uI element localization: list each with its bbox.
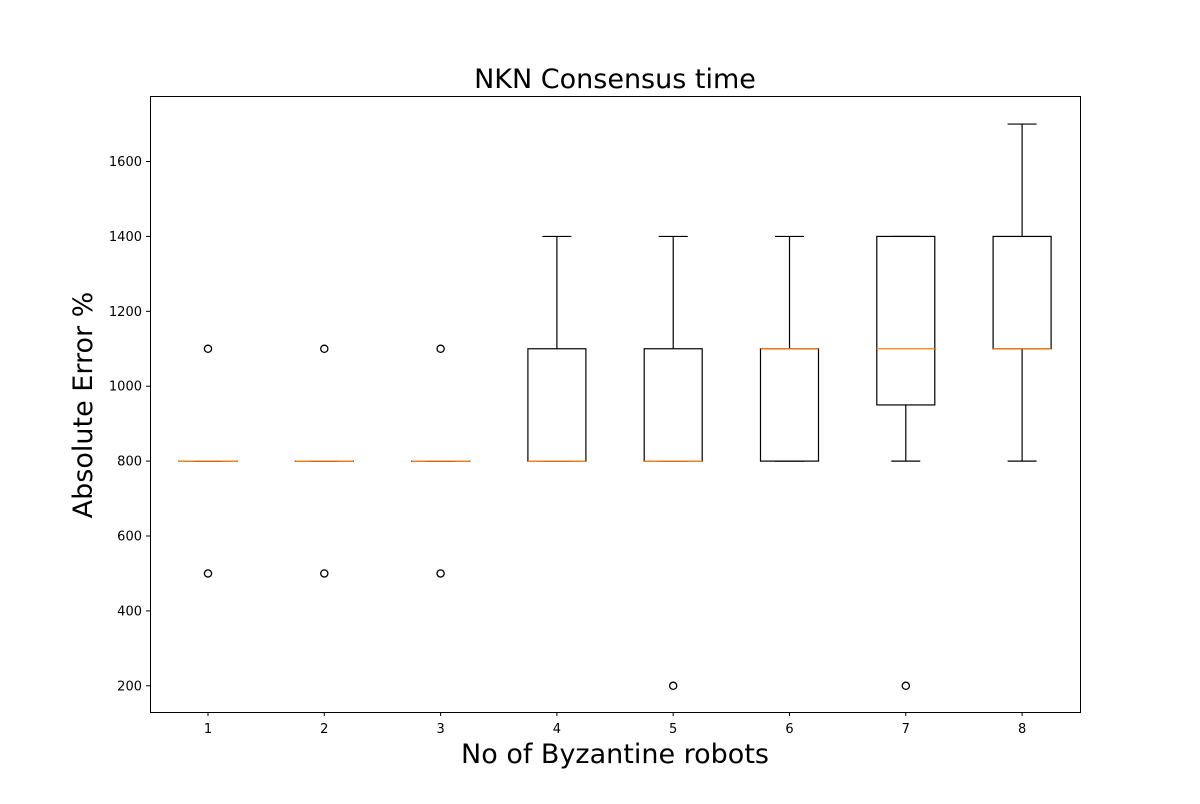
x-axis-label: No of Byzantine robots bbox=[461, 739, 769, 770]
y-tick-label: 1600 bbox=[109, 155, 142, 170]
x-tick-label: 8 bbox=[1018, 722, 1026, 737]
x-tick-label: 6 bbox=[785, 722, 793, 737]
y-tick-label: 400 bbox=[117, 604, 142, 619]
y-tick-label: 200 bbox=[117, 679, 142, 694]
x-tick-label: 2 bbox=[320, 722, 328, 737]
y-tick-label: 800 bbox=[117, 455, 142, 470]
y-axis-label: Absolute Error % bbox=[68, 292, 99, 519]
x-tick-label: 3 bbox=[436, 722, 444, 737]
x-tick-label: 7 bbox=[902, 722, 910, 737]
x-tick-label: 4 bbox=[553, 722, 561, 737]
y-tick-label: 1000 bbox=[109, 380, 142, 395]
x-tick-label: 1 bbox=[204, 722, 212, 737]
y-tick-label: 600 bbox=[117, 530, 142, 545]
y-tick-label: 1400 bbox=[109, 230, 142, 245]
chart-title: NKN Consensus time bbox=[474, 64, 756, 95]
x-tick-label: 5 bbox=[669, 722, 677, 737]
y-tick-label: 1200 bbox=[109, 305, 142, 320]
